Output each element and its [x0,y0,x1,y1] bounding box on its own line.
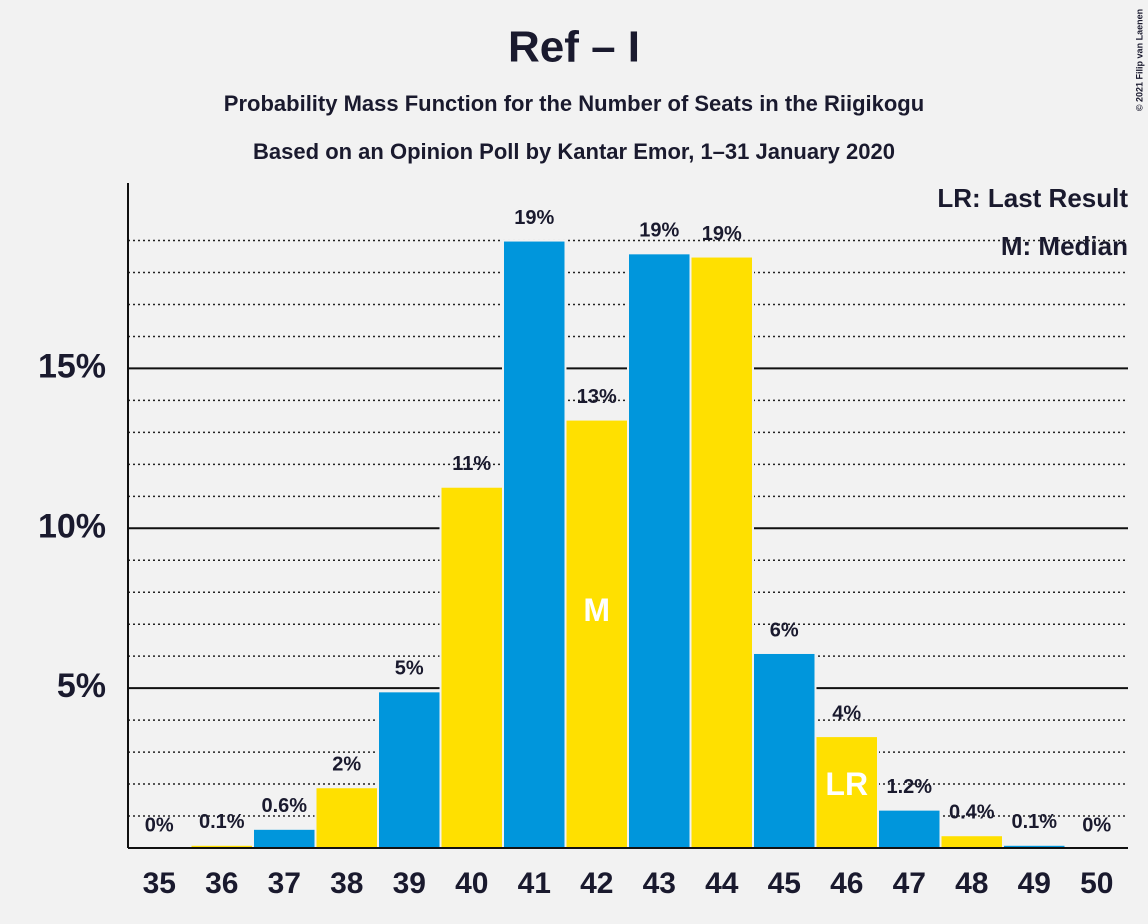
x-tick-label: 40 [455,867,488,900]
bar [377,690,442,850]
x-tick-label: 47 [893,867,926,900]
bar [314,786,379,850]
value-label: 0.6% [261,795,307,817]
bar [752,651,817,849]
value-label: 0% [145,814,174,836]
value-label: 19% [514,207,554,229]
marker-label: LR [825,766,868,802]
x-tick-label: 36 [205,867,238,900]
value-label: 4% [832,702,861,724]
value-label: 6% [770,619,799,641]
chart-subtitle: Based on an Opinion Poll by Kantar Emor,… [253,139,895,164]
value-label: 0% [1082,814,1111,836]
bar [689,255,754,850]
x-tick-label: 38 [330,867,363,900]
value-label: 0.4% [949,801,995,823]
bar [627,252,692,849]
value-label: 0.1% [199,811,245,833]
bar [564,418,629,849]
bar [877,808,942,850]
chart-title: Ref – I [508,23,640,72]
value-label: 5% [395,658,424,680]
x-tick-label: 41 [518,867,551,900]
y-tick-label: 5% [57,667,106,705]
x-tick-label: 39 [393,867,426,900]
value-label: 19% [702,223,742,245]
x-tick-label: 49 [1018,867,1051,900]
bar [814,735,879,849]
y-tick-label: 10% [38,507,106,545]
legend-note: LR: Last Result [937,183,1128,213]
bar [939,834,1004,850]
value-label: 11% [452,453,491,475]
value-label: 2% [332,754,361,776]
x-tick-label: 37 [268,867,301,900]
x-tick-label: 35 [143,867,176,900]
x-tick-label: 42 [580,867,613,900]
x-tick-label: 48 [955,867,988,900]
bar [439,485,504,849]
bar [252,827,317,850]
y-tick-label: 15% [38,347,106,385]
x-tick-label: 46 [830,867,863,900]
value-label: 13% [577,386,617,408]
value-label: 0.1% [1011,811,1057,833]
x-tick-label: 50 [1080,867,1113,900]
x-tick-label: 43 [643,867,676,900]
value-label: 19% [639,220,679,242]
legend-note: M: Median [1001,231,1128,261]
bar [502,239,567,849]
marker-label: M [583,592,610,628]
value-label: 1.2% [886,776,932,798]
copyright: © 2021 Filip van Laenen [1134,9,1144,111]
chart-subtitle: Probability Mass Function for the Number… [224,91,924,116]
x-tick-label: 44 [705,867,739,900]
x-tick-label: 45 [768,867,801,900]
